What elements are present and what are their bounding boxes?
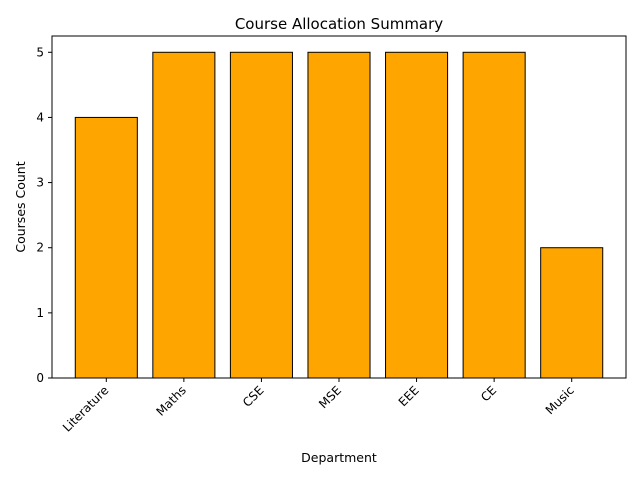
x-tick-label: CE bbox=[478, 383, 499, 404]
plot-frame bbox=[51, 35, 627, 379]
x-tick-label: MSE bbox=[316, 383, 344, 411]
y-tick-label: 3 bbox=[36, 176, 44, 190]
x-tick-label: Music bbox=[543, 383, 577, 417]
bar-ce bbox=[462, 51, 526, 379]
bar-literature bbox=[74, 116, 138, 379]
bars-group bbox=[74, 51, 604, 379]
bar-eee bbox=[385, 51, 449, 379]
x-axis-ticks: Literature Maths CSE MSE EEE CE Music bbox=[60, 378, 577, 435]
x-tick-label: Literature bbox=[60, 383, 111, 434]
y-tick-label: 5 bbox=[36, 45, 44, 59]
bar-maths bbox=[152, 51, 216, 379]
y-tick-label: 1 bbox=[36, 306, 44, 320]
bar-mse bbox=[307, 51, 371, 379]
y-tick-label: 2 bbox=[36, 241, 44, 255]
y-tick-label: 0 bbox=[36, 371, 44, 385]
y-axis-ticks: 0 1 2 3 4 5 bbox=[36, 45, 52, 385]
bar-cse bbox=[229, 51, 293, 379]
x-tick-label: CSE bbox=[240, 383, 267, 410]
y-axis-label: Courses Count bbox=[13, 161, 28, 252]
bar-music bbox=[540, 247, 604, 379]
x-tick-label: EEE bbox=[396, 383, 422, 409]
chart-title: Course Allocation Summary bbox=[235, 15, 443, 33]
x-axis-label: Department bbox=[301, 450, 377, 465]
x-tick-label: Maths bbox=[153, 383, 189, 419]
y-tick-label: 4 bbox=[36, 110, 44, 124]
